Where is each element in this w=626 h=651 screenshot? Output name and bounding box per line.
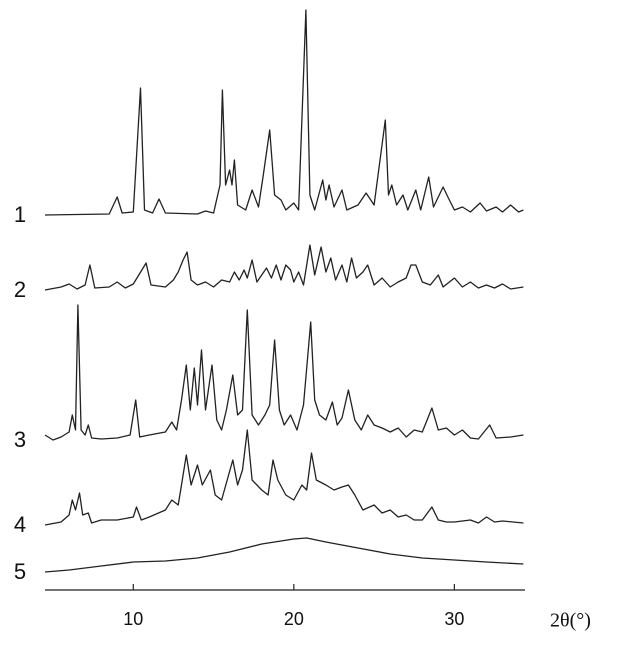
series-label: 2 <box>14 277 26 302</box>
series-label: 4 <box>14 512 26 537</box>
pattern-line <box>44 304 524 441</box>
x-tick-label: 20 <box>284 609 304 629</box>
pattern-line <box>44 429 524 526</box>
x-tick-label: 30 <box>444 609 464 629</box>
pattern-line <box>44 537 524 573</box>
x-tick-label: 10 <box>123 609 143 629</box>
pattern-line <box>44 244 524 291</box>
series-label: 5 <box>14 559 26 584</box>
pattern-line <box>44 9 524 216</box>
series-label: 1 <box>14 202 26 227</box>
series-label: 3 <box>14 427 26 452</box>
x-axis-label: 2θ(°) <box>550 610 591 632</box>
